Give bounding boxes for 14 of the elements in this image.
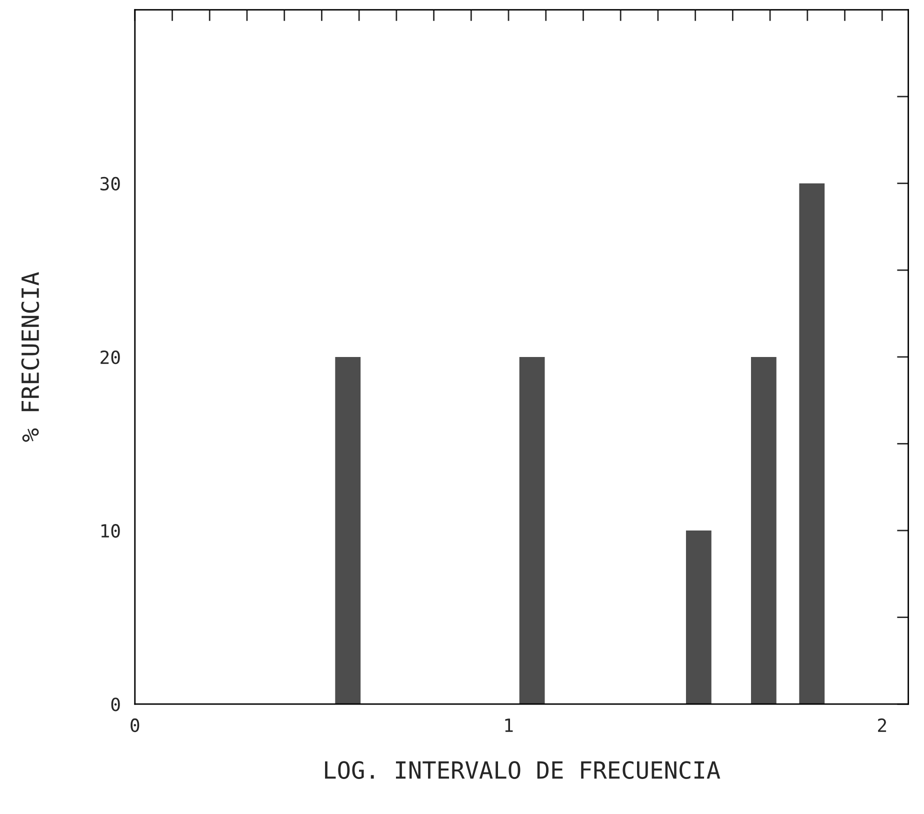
bar (519, 356, 545, 704)
x-axis-title: LOG. INTERVALO DE FRECUENCIA (325, 761, 720, 779)
y-axis-title: % FRECUENCIA (21, 272, 40, 442)
x-tick-label: 2 (878, 718, 886, 732)
bar (751, 356, 776, 704)
bar (686, 530, 712, 704)
x-tick-label: 1 (505, 718, 513, 732)
x-tick-label: 0 (130, 718, 140, 732)
y-tick-label: 0 (111, 698, 120, 712)
bar (799, 183, 825, 704)
y-tick-label: 30 (100, 176, 120, 191)
bar (335, 356, 361, 704)
y-tick-label: 10 (101, 524, 120, 538)
y-tick-label: 20 (100, 350, 120, 364)
